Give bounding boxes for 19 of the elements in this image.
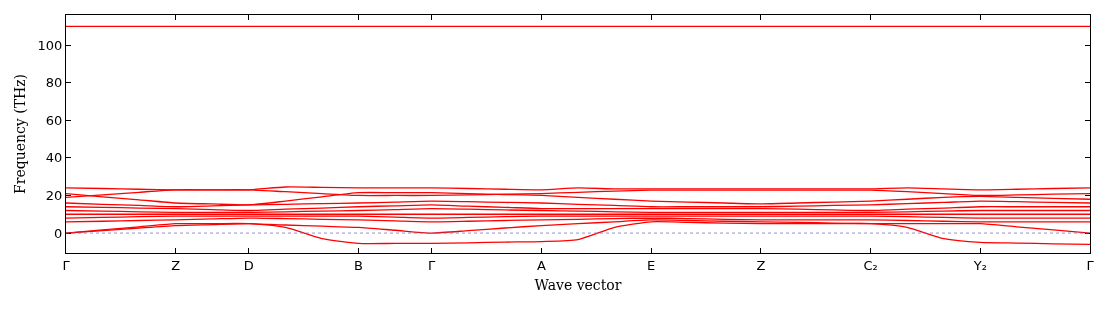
x-tick-label: B: [354, 257, 364, 273]
x-tick-label: Γ: [62, 257, 71, 273]
x-tick-label: Z: [756, 257, 766, 273]
x-tick-label: Γ: [428, 257, 437, 273]
x-tick-label: Γ: [1086, 257, 1095, 273]
x-tick-label: Y₂: [972, 257, 987, 273]
y-tick-label: 20: [45, 188, 63, 204]
y-tick-label: 80: [45, 75, 63, 91]
x-axis-title: Wave vector: [534, 276, 622, 293]
y-axis-title: Frequency (THz): [12, 73, 29, 195]
x-tick-label: A: [536, 257, 546, 273]
y-tick-label: 100: [37, 37, 63, 53]
x-tick-label: Z: [171, 257, 181, 273]
x-tick-label: D: [243, 257, 254, 273]
x-tick-label: E: [647, 257, 656, 273]
y-tick-label: 0: [54, 225, 63, 241]
x-tick-label: C₂: [863, 257, 878, 273]
y-tick-label: 60: [45, 112, 63, 128]
y-tick-label: 40: [45, 150, 63, 166]
